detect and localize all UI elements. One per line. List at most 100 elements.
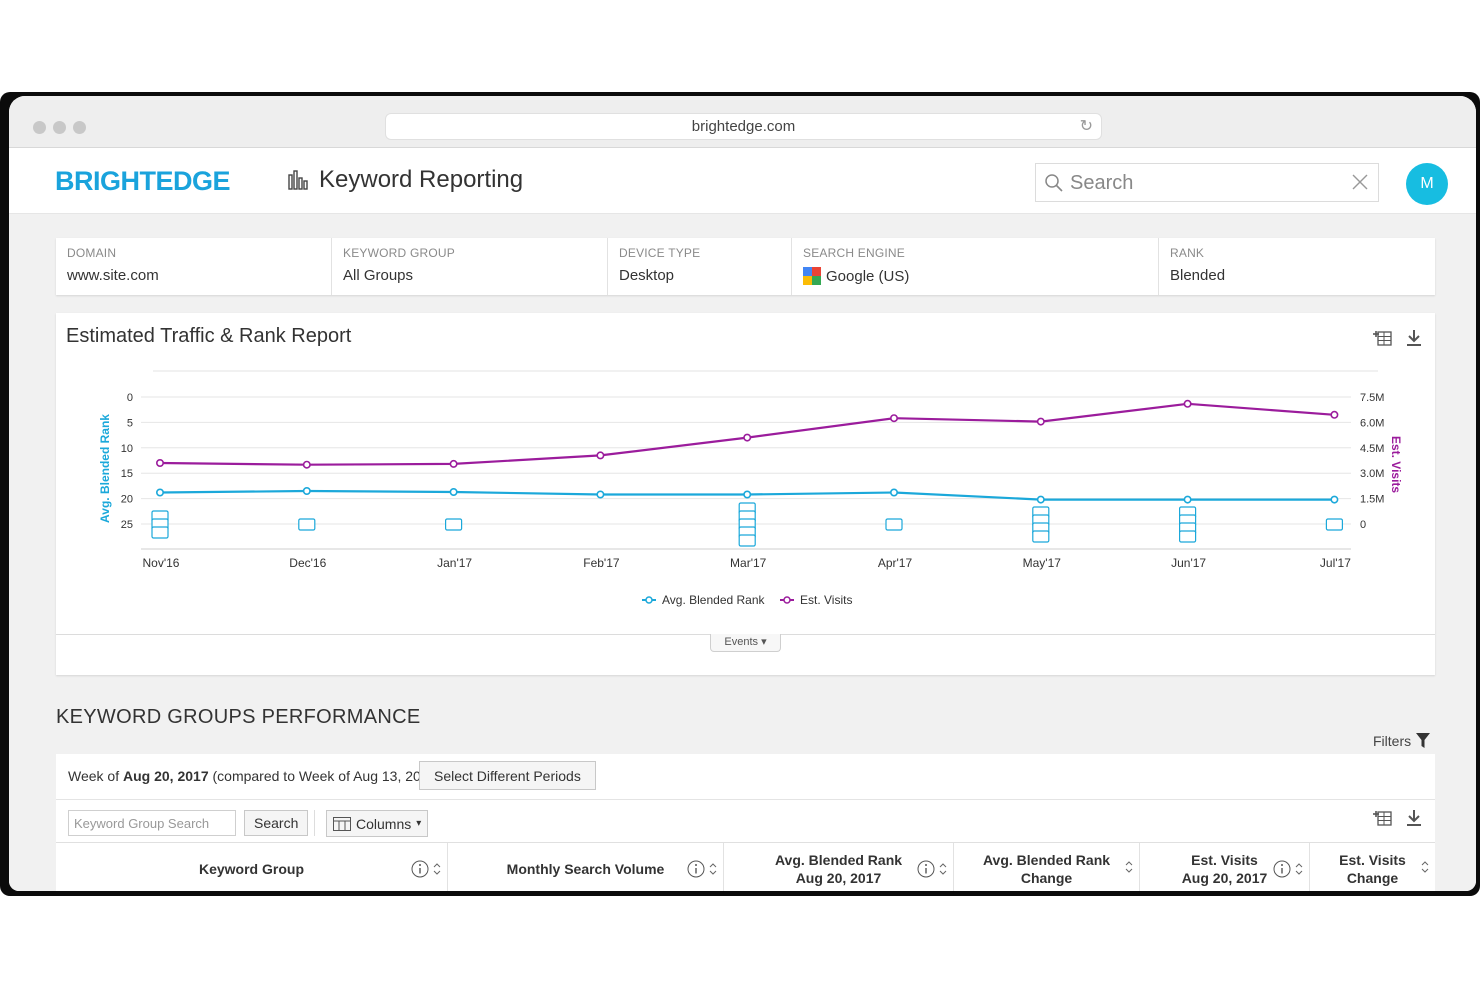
x-tick-label: Nov'16 <box>143 556 180 570</box>
select-periods-button[interactable]: Select Different Periods <box>419 761 596 790</box>
add-to-dashboard-icon[interactable] <box>1373 809 1393 827</box>
sort-icon[interactable] <box>709 862 717 876</box>
sort-icon[interactable] <box>1295 862 1303 876</box>
column-header-line2: Aug 20, 2017 <box>795 869 882 886</box>
column-header-line1: Monthly Search Volume <box>506 860 665 877</box>
x-tick-label: May'17 <box>1023 556 1062 570</box>
filter-value: All Groups <box>343 267 414 284</box>
filters-toggle[interactable]: Filters <box>1373 733 1431 749</box>
download-icon[interactable] <box>1405 329 1423 347</box>
user-avatar[interactable]: M <box>1406 163 1448 205</box>
app-header: BRIGHTEDGE Keyword Reporting M <box>9 148 1476 214</box>
sort-icon[interactable] <box>939 862 947 876</box>
data-point <box>449 488 458 497</box>
event-marker <box>738 534 756 547</box>
download-icon[interactable] <box>1405 809 1423 827</box>
event-marker <box>885 518 903 531</box>
data-point <box>1183 399 1192 408</box>
data-point <box>1183 495 1192 504</box>
sort-icon[interactable] <box>1421 860 1429 874</box>
global-search[interactable] <box>1035 163 1379 202</box>
address-url: brightedge.com <box>691 118 796 135</box>
column-header-line2: Aug 20, 2017 <box>1181 869 1268 886</box>
column-header-keyword-group[interactable]: Keyword Group <box>56 843 448 891</box>
info-icon[interactable] <box>917 860 935 878</box>
events-toggle[interactable]: Events ▾ <box>710 634 781 652</box>
x-tick-label: Jan'17 <box>437 556 472 570</box>
info-icon[interactable] <box>411 860 429 878</box>
filters-label: Filters <box>1373 733 1412 749</box>
data-point <box>743 433 752 442</box>
event-marker <box>1325 518 1344 531</box>
window-minimize-dot[interactable] <box>53 121 66 134</box>
window-close-dot[interactable] <box>33 121 46 134</box>
y2-axis-title: Est. Visits <box>1389 436 1403 493</box>
table-header: Keyword Group Monthly Search Volume Avg.… <box>56 842 1435 891</box>
column-header-line2: Change <box>1346 869 1399 886</box>
add-to-dashboard-icon[interactable] <box>1373 329 1393 347</box>
main-content: DOMAIN www.site.com KEYWORD GROUP All Gr… <box>9 214 1476 891</box>
info-icon[interactable] <box>687 860 705 878</box>
event-marker <box>151 526 169 539</box>
data-point <box>156 488 165 497</box>
filter-value: Google (US) <box>826 267 910 285</box>
keyword-group-search-input[interactable] <box>68 810 236 836</box>
filter-domain[interactable]: DOMAIN www.site.com <box>56 238 332 295</box>
keyword-group-search-button[interactable]: Search <box>244 810 309 836</box>
column-header-est-visits-change[interactable]: Est. Visits Change <box>1310 843 1435 891</box>
filter-rank[interactable]: RANK Blended <box>1159 238 1435 295</box>
column-header-est-visits[interactable]: Est. Visits Aug 20, 2017 <box>1140 843 1310 891</box>
column-header-line1: Keyword Group <box>198 860 304 877</box>
column-header-line1: Avg. Blended Rank <box>774 851 903 868</box>
filter-device-type[interactable]: DEVICE TYPE Desktop <box>608 238 792 295</box>
y-tick-label: 25 <box>121 519 133 531</box>
filter-label: RANK <box>1170 246 1205 260</box>
data-point <box>156 459 165 468</box>
y2-tick-label: 6.0M <box>1360 417 1384 429</box>
data-point <box>449 459 458 468</box>
events-label: Events <box>724 636 759 648</box>
column-header-line1: Avg. Blended Rank <box>982 851 1111 868</box>
legend-swatch <box>645 596 653 604</box>
event-marker <box>298 518 316 531</box>
y-tick-label: 0 <box>127 392 133 404</box>
chevron-down-icon: ▾ <box>761 636 767 648</box>
window-zoom-dot[interactable] <box>73 121 86 134</box>
filter-search-engine[interactable]: SEARCH ENGINE Google (US) <box>792 238 1159 295</box>
columns-dropdown[interactable]: Columns ▾ <box>326 810 429 837</box>
close-icon[interactable] <box>1350 172 1370 192</box>
data-point <box>596 451 605 460</box>
info-icon[interactable] <box>1273 860 1291 878</box>
reload-icon[interactable]: ↻ <box>1079 118 1093 135</box>
data-point <box>302 460 311 469</box>
search-icon <box>1045 174 1063 192</box>
event-marker <box>1178 530 1197 543</box>
filter-keyword-group[interactable]: KEYWORD GROUP All Groups <box>332 238 608 295</box>
y-tick-label: 20 <box>121 494 133 506</box>
column-header-avg-blended-rank[interactable]: Avg. Blended Rank Aug 20, 2017 <box>724 843 954 891</box>
filter-funnel-icon <box>1416 733 1431 748</box>
address-bar[interactable]: brightedge.com ↻ <box>385 113 1102 140</box>
period-description: Week of Aug 20, 2017 (compared to Week o… <box>68 768 441 784</box>
x-tick-label: Mar'17 <box>730 556 767 570</box>
global-search-input[interactable] <box>1070 170 1330 196</box>
chevron-down-icon: ▾ <box>416 818 422 829</box>
sort-icon[interactable] <box>1125 860 1133 874</box>
google-icon <box>803 267 821 285</box>
columns-icon <box>333 816 351 831</box>
browser-window: brightedge.com ↻ BRIGHTEDGE Keyword Repo… <box>9 96 1476 891</box>
y2-tick-label: 1.5M <box>1360 494 1384 506</box>
page-title-text: Keyword Reporting <box>319 166 524 193</box>
filter-bar: DOMAIN www.site.com KEYWORD GROUP All Gr… <box>56 238 1435 295</box>
column-header-monthly-search-volume[interactable]: Monthly Search Volume <box>448 843 724 891</box>
y2-tick-label: 7.5M <box>1360 392 1384 404</box>
event-marker <box>445 518 463 531</box>
y-axis-title: Avg. Blended Rank <box>98 414 112 523</box>
period-comparison: (compared to Week of Aug 13, 2017) <box>208 768 442 784</box>
column-header-line1: Est. Visits <box>1191 851 1258 868</box>
column-header-avg-blended-rank-change[interactable]: Avg. Blended Rank Change <box>954 843 1140 891</box>
brand-logo[interactable]: BRIGHTEDGE <box>55 166 231 196</box>
sort-icon[interactable] <box>433 862 441 876</box>
filter-label: SEARCH ENGINE <box>803 246 905 260</box>
data-point <box>1330 410 1339 419</box>
